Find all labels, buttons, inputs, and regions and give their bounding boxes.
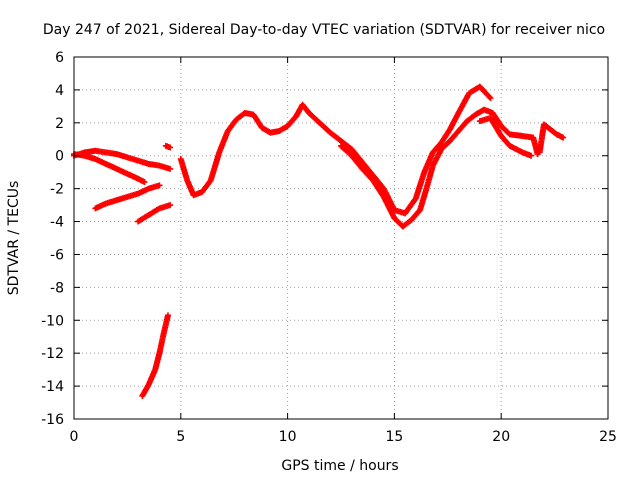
y-tick-label: 6 xyxy=(55,50,64,66)
x-tick-label: 25 xyxy=(599,429,617,445)
y-tick-label: 4 xyxy=(55,83,64,99)
axis-ticks: 0 5 10 15 20 25 -16 -14 -12 -10 -8 -6 -4 -2 0 2 4 6 xyxy=(41,50,617,445)
x-tick-label: 20 xyxy=(492,429,510,445)
y-axis-label: SDTVAR / TECUs xyxy=(6,181,22,296)
series-track-a xyxy=(71,147,174,172)
y-tick-label: -14 xyxy=(41,379,64,395)
x-tick-label: 10 xyxy=(279,429,297,445)
y-tick-label: -4 xyxy=(50,215,64,231)
scatter-points xyxy=(71,83,567,399)
data-point xyxy=(167,165,174,172)
series-track-j xyxy=(536,121,567,156)
gridlines xyxy=(74,57,608,419)
series-track-h xyxy=(338,106,541,230)
data-point xyxy=(486,93,493,100)
series-track-d xyxy=(135,202,174,225)
series-track-f xyxy=(162,142,174,151)
series-track-e xyxy=(139,312,171,399)
data-point xyxy=(156,182,163,189)
y-tick-label: -16 xyxy=(41,412,64,428)
y-tick-label: -6 xyxy=(50,247,64,263)
x-tick-label: 5 xyxy=(176,429,185,445)
y-tick-label: -2 xyxy=(50,182,64,198)
data-point xyxy=(560,134,567,141)
y-tick-label: 0 xyxy=(55,149,64,165)
y-tick-label: -8 xyxy=(50,280,64,296)
series-track-b xyxy=(71,151,148,186)
y-tick-label: -12 xyxy=(41,346,64,362)
plot-frame xyxy=(73,56,609,420)
data-point xyxy=(487,95,494,102)
series-track-i xyxy=(476,114,535,159)
data-point xyxy=(167,144,174,151)
series-track-c xyxy=(92,182,163,212)
series-track-g xyxy=(177,83,494,217)
y-tick-label: 2 xyxy=(55,116,64,132)
x-tick-label: 0 xyxy=(70,429,79,445)
data-point xyxy=(141,179,148,186)
chart-title: Day 247 of 2021, Sidereal Day-to-day VTE… xyxy=(43,22,605,38)
y-tick-label: -10 xyxy=(41,313,64,329)
data-point xyxy=(528,152,535,159)
x-axis-label: GPS time / hours xyxy=(281,458,398,474)
data-point xyxy=(164,312,171,319)
x-tick-label: 15 xyxy=(385,429,403,445)
data-point xyxy=(167,202,174,209)
